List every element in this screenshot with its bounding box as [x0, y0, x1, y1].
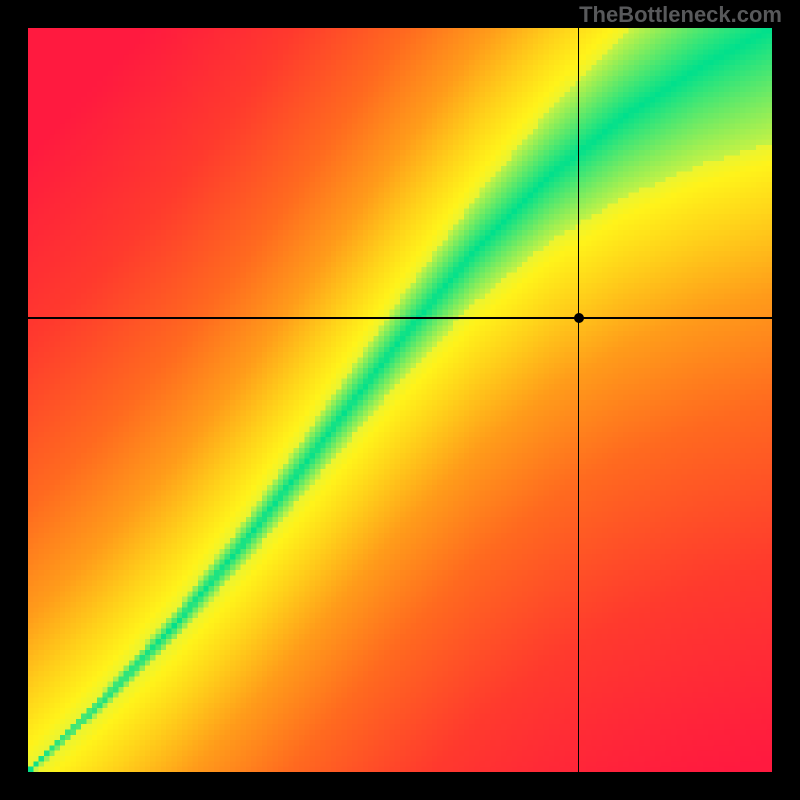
chart-container: TheBottleneck.com	[0, 0, 800, 800]
bottleneck-heatmap	[28, 28, 772, 772]
watermark-text: TheBottleneck.com	[579, 2, 782, 28]
crosshair-vertical	[578, 28, 580, 772]
crosshair-horizontal	[28, 317, 772, 319]
selection-marker	[574, 313, 584, 323]
